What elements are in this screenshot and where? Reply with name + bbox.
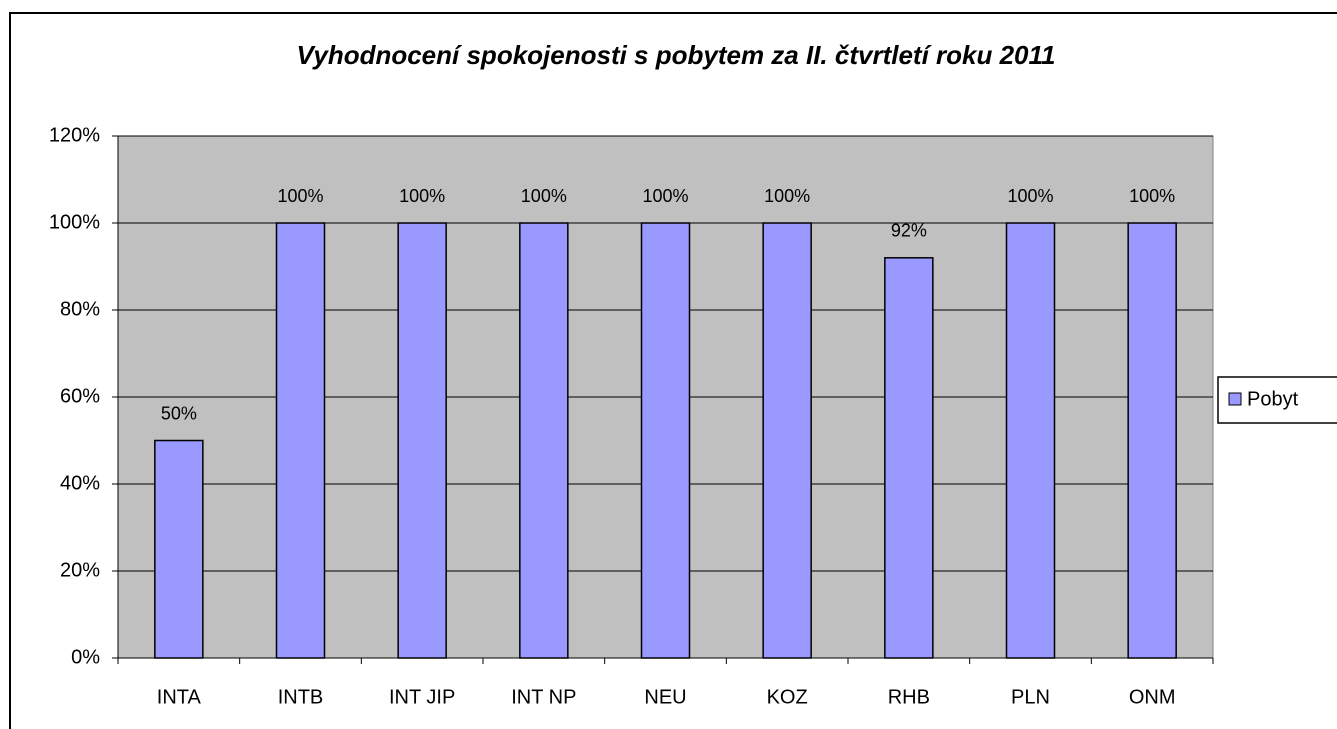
data-label: 100% [1007,186,1053,206]
x-tick-label: INT NP [511,686,576,708]
y-tick-label: 0% [71,646,100,668]
bar [154,439,204,659]
bar [519,222,569,659]
bar [640,222,691,659]
x-tick-label: INTA [157,686,202,708]
data-label: 92% [891,221,927,241]
y-tick-label: 100% [49,211,100,233]
y-tick-label: 20% [60,559,100,581]
data-label: 100% [277,186,323,206]
legend-label: Pobyt [1247,388,1299,410]
y-tick-label: 120% [49,124,100,146]
y-tick-label: 80% [60,298,100,320]
y-tick-label: 60% [60,385,100,407]
x-tick-label: ONM [1129,686,1176,708]
data-label: 50% [161,403,197,423]
x-tick-label: NEU [644,686,686,708]
legend-swatch [1228,392,1242,406]
data-label: 100% [399,186,445,206]
bar [884,257,934,659]
chart-title: Vyhodnocení spokojenosti s pobytem za II… [296,40,1055,70]
data-label: 100% [1129,186,1175,206]
bar [1005,222,1056,659]
bar [762,222,812,659]
data-label: 100% [764,186,810,206]
x-tick-label: INTB [278,686,324,708]
data-label: 100% [521,186,567,206]
x-tick-label: INT JIP [389,686,455,708]
x-tick-label: RHB [888,686,930,708]
x-tick-label: KOZ [767,686,808,708]
bar [397,222,447,659]
data-label: 100% [642,186,688,206]
y-tick-label: 40% [60,472,100,494]
x-tick-label: PLN [1011,686,1050,708]
bar [1127,222,1177,659]
bar [275,222,326,659]
